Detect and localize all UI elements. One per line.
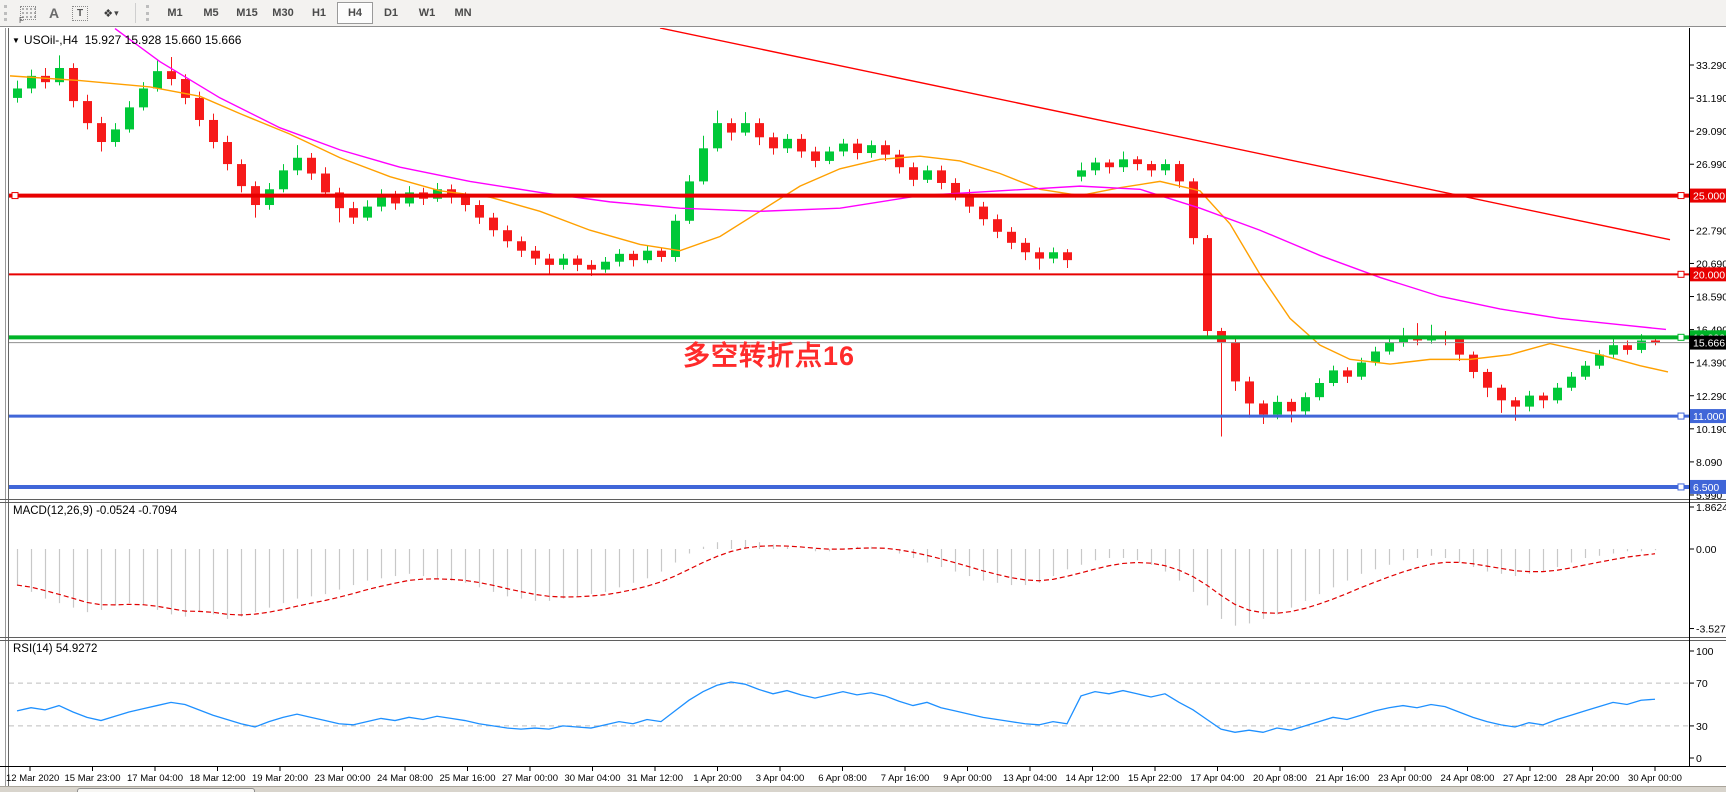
svg-text:14.390: 14.390 [1696,358,1726,370]
rsi-indicator-label: RSI(14) 54.9272 [13,643,98,655]
svg-text:13 Apr 04:00: 13 Apr 04:00 [1003,773,1057,784]
objects-grid-button[interactable]: F [15,3,41,25]
svg-text:31 Mar 12:00: 31 Mar 12:00 [627,773,683,784]
arrows-tool-button[interactable]: ❖ ▾ [93,3,129,23]
svg-text:17 Apr 04:00: 17 Apr 04:00 [1191,773,1245,784]
svg-text:7 Apr 16:00: 7 Apr 16:00 [881,773,930,784]
svg-text:23 Mar 00:00: 23 Mar 00:00 [315,773,371,784]
svg-text:21 Apr 16:00: 21 Apr 16:00 [1316,773,1370,784]
symbol-name: USOil-,H4 [23,33,78,47]
timeframe-m30-button[interactable]: M30 [272,7,294,19]
svg-text:30: 30 [1696,721,1708,733]
svg-text:15 Mar 23:00: 15 Mar 23:00 [65,773,121,784]
svg-text:6.500: 6.500 [1693,482,1719,494]
svg-text:28 Apr 20:00: 28 Apr 20:00 [1566,773,1620,784]
text-label-button[interactable]: A [41,3,67,23]
svg-text:20.000: 20.000 [1693,269,1725,281]
svg-text:18 Mar 12:00: 18 Mar 12:00 [190,773,246,784]
timeframe-m15-button[interactable]: M15 [236,7,258,19]
timeframe-w1-button[interactable]: W1 [418,7,436,19]
svg-text:3 Apr 04:00: 3 Apr 04:00 [756,773,805,784]
timeframe-m5-button[interactable]: M5 [203,7,219,19]
svg-text:0.00: 0.00 [1696,544,1717,556]
svg-text:30 Apr 00:00: 30 Apr 00:00 [1628,773,1682,784]
svg-text:27 Mar 00:00: 27 Mar 00:00 [502,773,558,784]
boxed-t-icon: T [72,5,88,21]
svg-text:20 Apr 08:00: 20 Apr 08:00 [1253,773,1307,784]
candles-layer [13,55,1660,437]
svg-text:17 Mar 04:00: 17 Mar 04:00 [127,773,183,784]
toolbar-gripper[interactable] [4,5,10,21]
chevron-down-icon: ▾ [114,7,119,18]
svg-text:8.090: 8.090 [1696,457,1722,469]
macd-values: -0.0524 -0.7094 [96,505,178,517]
timeframe-h1-button[interactable]: H1 [311,7,327,19]
svg-text:10.190: 10.190 [1696,424,1726,436]
chart-background [0,28,1726,786]
svg-text:15 Apr 22:00: 15 Apr 22:00 [1128,773,1182,784]
rsi-axis: 100 70 30 0 [1689,646,1714,765]
timeframe-d1-button[interactable]: D1 [383,7,399,19]
svg-text:14 Apr 12:00: 14 Apr 12:00 [1066,773,1120,784]
rsi-value: 54.9272 [55,643,98,655]
svg-text:1 Apr 20:00: 1 Apr 20:00 [693,773,742,784]
chart-tab-strip [0,786,1726,792]
svg-text:1.8624: 1.8624 [1696,502,1726,514]
svg-text:30 Mar 04:00: 30 Mar 04:00 [565,773,621,784]
chart-tab[interactable] [77,788,255,792]
timeframe-gripper[interactable] [146,5,152,21]
dropdown-triangle-icon: ▼ [12,36,20,45]
macd-indicator-label: MACD(12,26,9) -0.0524 -0.7094 [13,505,178,517]
svg-text:-3.5273: -3.5273 [1696,624,1726,636]
chart-title: ▼ USOil-,H4 15.927 15.928 15.660 15.666 [12,33,241,47]
dotted-grid-icon: F [19,6,36,25]
svg-text:70: 70 [1696,678,1708,690]
time-axis: 12 Mar 2020 15 Mar 23:00 17 Mar 04:00 18 Ma… [6,767,1682,784]
toolbar: F A T ❖ ▾ M1 M5 M15 M30 H1 H4 D1 W1 MN [0,0,1726,27]
rsi-pane [9,681,1689,733]
ma-fast-line [9,75,1669,373]
macd-axis: 1.8624 0.00 -3.5273 [1689,502,1726,636]
svg-text:25 Mar 16:00: 25 Mar 16:00 [440,773,496,784]
svg-text:29.090: 29.090 [1696,126,1726,138]
timeframe-m1-button[interactable]: M1 [167,7,183,19]
svg-text:12.290: 12.290 [1696,391,1726,403]
horizontal-lines [9,192,1689,491]
timeframe-mn-button[interactable]: MN [454,7,472,19]
svg-text:25.000: 25.000 [1693,191,1725,203]
ohlc-quote: 15.927 15.928 15.660 15.666 [84,33,242,47]
chart-text-annotation[interactable]: 多空转折点16 [683,341,856,371]
svg-text:19 Mar 20:00: 19 Mar 20:00 [252,773,308,784]
borders [0,28,1726,786]
svg-text:15.666: 15.666 [1693,338,1725,350]
svg-text:100: 100 [1696,646,1714,658]
svg-text:31.190: 31.190 [1696,93,1726,105]
svg-text:22.790: 22.790 [1696,225,1726,237]
arrows-icon: ❖ [103,7,114,20]
price-axis: 33.29031.19029.09026.99022.79020.69018.5… [1689,60,1726,502]
timeframe-h4-button[interactable]: H4 [337,2,373,24]
svg-text:12 Mar 2020: 12 Mar 2020 [6,773,59,784]
svg-text:9 Apr 00:00: 9 Apr 00:00 [943,773,992,784]
chart-canvas[interactable]: 33.29031.19029.09026.99022.79020.69018.5… [0,28,1726,786]
svg-text:27 Apr 12:00: 27 Apr 12:00 [1503,773,1557,784]
letter-a-icon: A [48,5,60,21]
svg-text:33.290: 33.290 [1696,60,1726,72]
toolbar-separator [135,3,136,23]
svg-text:24 Mar 08:00: 24 Mar 08:00 [377,773,433,784]
svg-text:23 Apr 00:00: 23 Apr 00:00 [1378,773,1432,784]
svg-text:18.590: 18.590 [1696,292,1726,304]
svg-text:24 Apr 08:00: 24 Apr 08:00 [1441,773,1495,784]
text-box-button[interactable]: T [67,3,93,23]
macd-pane [16,539,1657,626]
svg-text:6 Apr 08:00: 6 Apr 08:00 [818,773,867,784]
svg-text:11.000: 11.000 [1693,411,1724,423]
trendline [659,28,1671,241]
svg-text:0: 0 [1696,753,1702,765]
svg-text:26.990: 26.990 [1696,159,1726,171]
